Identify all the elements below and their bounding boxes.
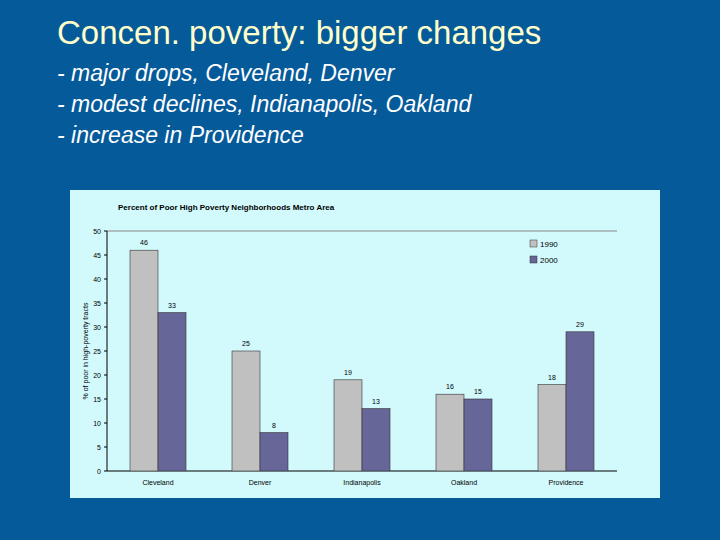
y-tick — [104, 231, 107, 232]
data-label: 16 — [446, 383, 454, 390]
data-label: 25 — [242, 340, 250, 347]
bar — [232, 351, 260, 471]
y-tick-label: 5 — [97, 444, 101, 451]
y-tick — [104, 303, 107, 304]
data-label: 15 — [474, 388, 482, 395]
chart-title: Percent of Poor High Poverty Neighborhoo… — [118, 203, 335, 212]
x-tick-label: Cleveland — [142, 479, 173, 486]
bar — [464, 399, 492, 471]
data-label: 19 — [344, 369, 352, 376]
y-tick — [104, 447, 107, 448]
y-tick-label: 25 — [93, 348, 101, 355]
x-tick-label: Providence — [548, 479, 583, 486]
y-tick — [104, 471, 107, 472]
x-tick-label: Denver — [249, 479, 272, 486]
y-tick-label: 30 — [93, 324, 101, 331]
data-label: 8 — [272, 422, 276, 429]
y-tick-label: 40 — [93, 276, 101, 283]
bullet: - major drops, Cleveland, Denver — [57, 60, 394, 87]
legend-swatch — [530, 240, 537, 247]
chart-svg: Percent of Poor High Poverty Neighborhoo… — [70, 190, 660, 498]
bars — [130, 250, 594, 471]
y-tick — [104, 399, 107, 400]
y-tick — [104, 255, 107, 256]
bar — [158, 313, 186, 471]
data-label: 33 — [168, 302, 176, 309]
y-axis-label: % of poor in high-poverty tracts — [82, 302, 90, 399]
y-tick-label: 50 — [93, 228, 101, 235]
data-label: 46 — [140, 239, 148, 246]
y-tick — [104, 351, 107, 352]
y-tick — [104, 375, 107, 376]
bullet: - modest declines, Indianapolis, Oakland — [57, 91, 471, 118]
slide: {"slide": {"title": "Concen. poverty: bi… — [0, 0, 720, 540]
y-tick-label: 15 — [93, 396, 101, 403]
slide-title: Concen. poverty: bigger changes — [57, 14, 541, 52]
legend-label: 2000 — [540, 256, 558, 265]
bar — [538, 385, 566, 471]
data-label: 13 — [372, 398, 380, 405]
data-label: 29 — [576, 321, 584, 328]
y-tick-label: 0 — [97, 468, 101, 475]
bullet: - increase in Providence — [57, 122, 304, 149]
bar — [566, 332, 594, 471]
plot-frame-top — [107, 231, 617, 232]
y-tick — [104, 423, 107, 424]
bar — [334, 380, 362, 471]
bar — [362, 409, 390, 471]
y-tick — [104, 327, 107, 328]
y-tick-label: 35 — [93, 300, 101, 307]
y-tick-label: 20 — [93, 372, 101, 379]
bar — [260, 433, 288, 471]
y-tick — [104, 279, 107, 280]
data-label: 18 — [548, 374, 556, 381]
legend-label: 1990 — [540, 240, 558, 249]
bar — [130, 250, 158, 471]
y-tick-label: 45 — [93, 252, 101, 259]
chart-background — [70, 190, 660, 498]
legend-swatch — [530, 256, 537, 263]
bar — [436, 394, 464, 471]
chart: Percent of Poor High Poverty Neighborhoo… — [70, 190, 660, 502]
x-tick-label: Indianapolis — [343, 479, 381, 487]
y-tick-label: 10 — [93, 420, 101, 427]
x-tick-label: Oakland — [451, 479, 477, 486]
